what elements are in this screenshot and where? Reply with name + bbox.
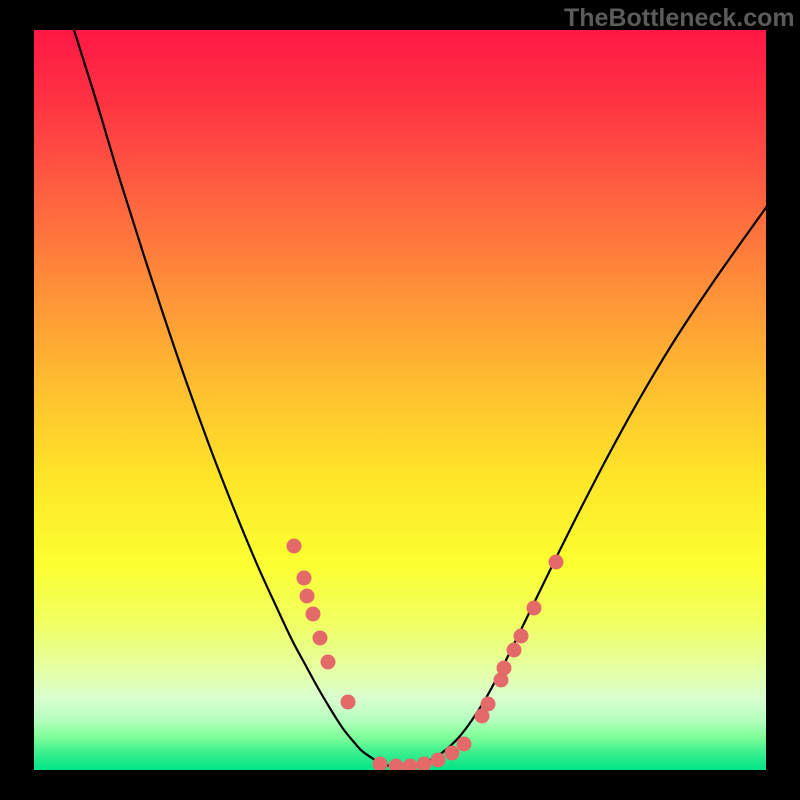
data-marker: [431, 753, 446, 768]
data-marker: [481, 697, 496, 712]
data-marker: [507, 643, 522, 658]
watermark-text: TheBottleneck.com: [564, 4, 795, 33]
data-marker: [445, 746, 460, 761]
data-marker: [297, 571, 312, 586]
data-marker: [341, 695, 356, 710]
data-marker: [313, 631, 328, 646]
data-marker: [527, 601, 542, 616]
data-marker: [549, 555, 564, 570]
data-marker: [497, 661, 512, 676]
bottleneck-chart: [0, 0, 800, 800]
data-marker: [321, 655, 336, 670]
data-marker: [300, 589, 315, 604]
data-marker: [287, 539, 302, 554]
frame-left: [0, 0, 34, 800]
data-marker: [514, 629, 529, 644]
gradient-background: [34, 30, 766, 770]
frame-bottom: [0, 770, 800, 800]
data-marker: [457, 737, 472, 752]
data-marker: [306, 607, 321, 622]
frame-right: [766, 0, 800, 800]
